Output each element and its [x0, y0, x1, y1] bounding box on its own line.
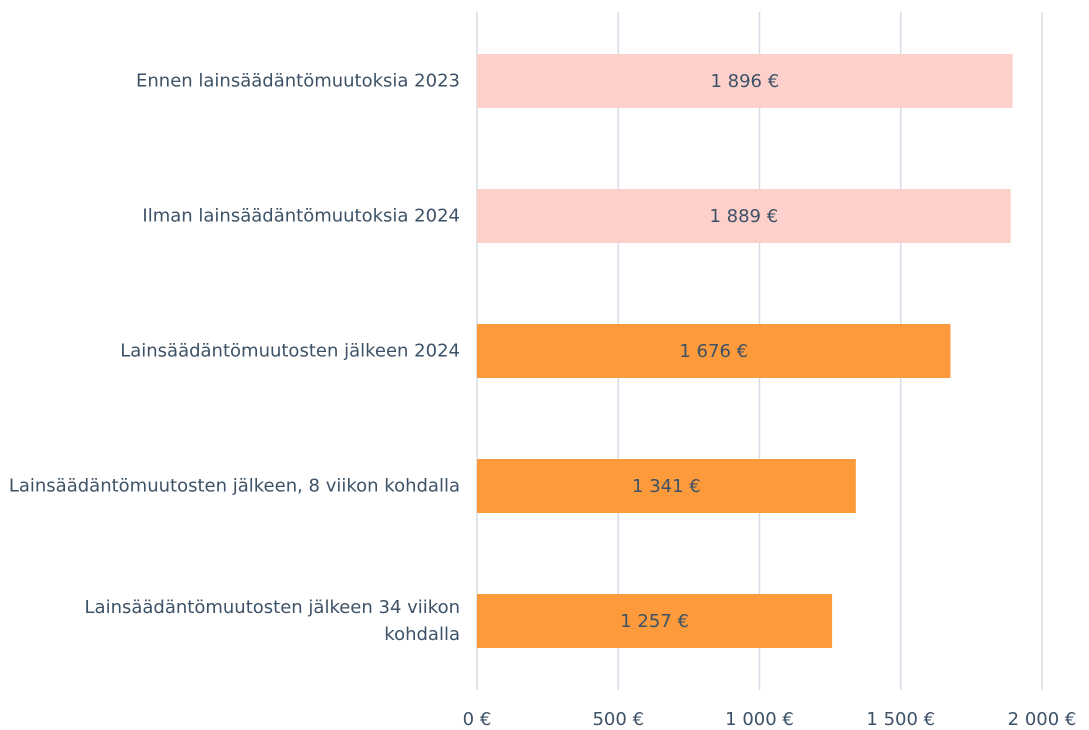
bar [477, 594, 833, 648]
category-label: Ennen lainsäädäntömuutoksia 2023 [136, 70, 460, 92]
bar [477, 324, 951, 378]
bar [477, 189, 1011, 243]
value-label: 1 257 € [620, 611, 689, 632]
x-tick-label: 500 € [592, 709, 644, 730]
bar [477, 54, 1013, 108]
category-label: Lainsäädäntömuutosten jälkeen 34 viikon … [84, 597, 460, 645]
category-label: Ilman lainsäädäntömuutoksia 2024 [142, 205, 460, 227]
value-label: 1 341 € [632, 476, 701, 497]
bar [477, 459, 856, 513]
x-tick-label: 2 000 € [1008, 709, 1077, 730]
x-tick-label: 0 € [463, 709, 492, 730]
x-tick-label: 1 000 € [725, 709, 794, 730]
category-label: Lainsäädäntömuutosten jälkeen 2024 [120, 340, 460, 362]
value-label: 1 896 € [710, 71, 779, 92]
x-tick-label: 1 500 € [866, 709, 935, 730]
value-label: 1 889 € [709, 206, 778, 227]
value-label: 1 676 € [679, 341, 748, 362]
category-label: Lainsäädäntömuutosten jälkeen, 8 viikon … [8, 475, 460, 497]
